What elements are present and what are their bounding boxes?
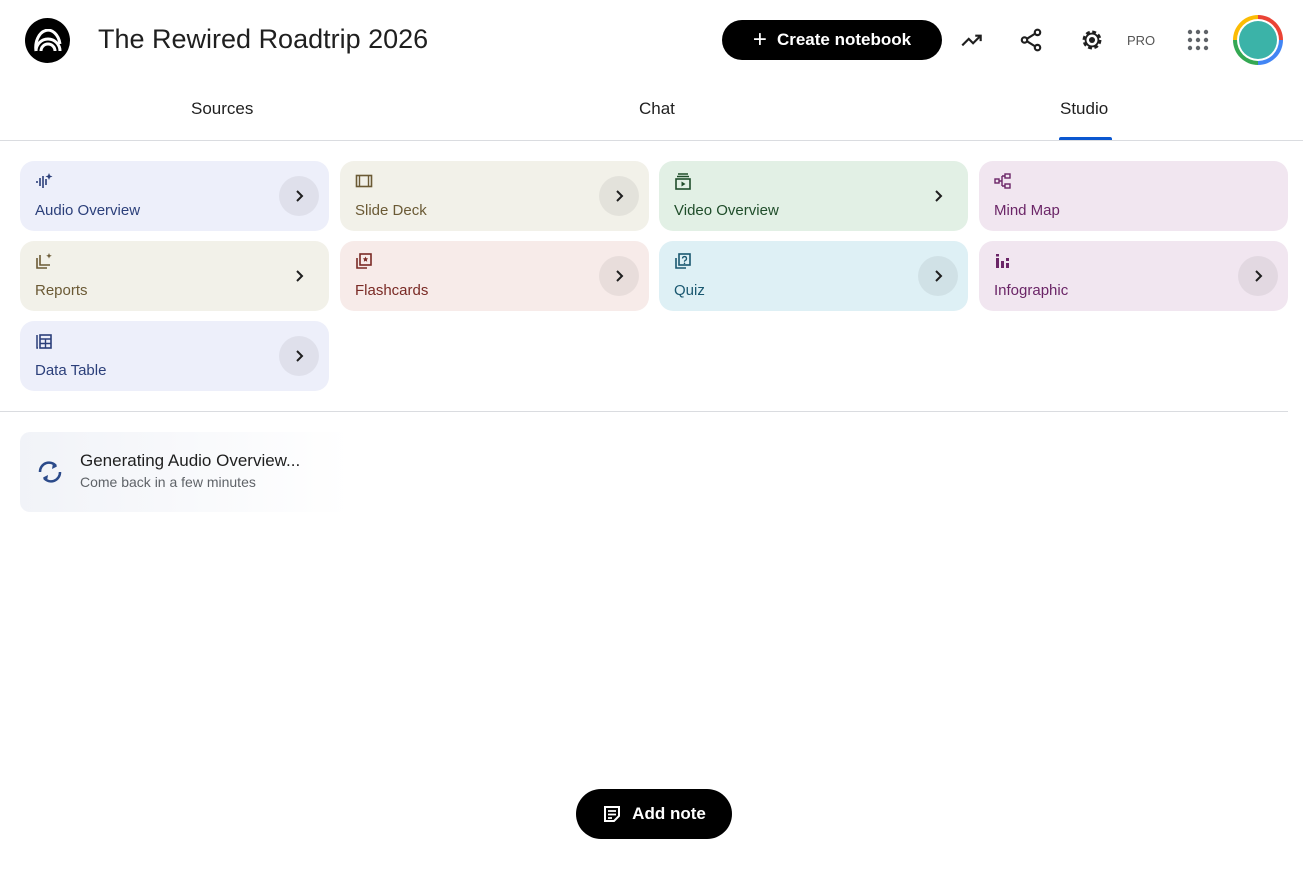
- flashcards-icon: [356, 253, 372, 269]
- section-divider: [0, 411, 1288, 412]
- add-note-button[interactable]: Add note: [576, 789, 732, 839]
- share-button[interactable]: [1015, 24, 1047, 56]
- table-icon: [36, 334, 52, 349]
- pro-badge: PRO: [1127, 33, 1156, 48]
- chevron-right-icon[interactable]: [918, 176, 958, 216]
- studio-card-infographic[interactable]: Infographic: [979, 241, 1288, 311]
- reports-icon: [36, 253, 52, 269]
- studio-card-reports[interactable]: Reports: [20, 241, 329, 311]
- mind-map-icon: [994, 173, 1011, 189]
- notebook-title[interactable]: The Rewired Roadtrip 2026: [98, 24, 429, 54]
- card-label: Infographic: [994, 282, 1069, 299]
- studio-card-slide-deck[interactable]: Slide Deck: [340, 161, 649, 231]
- plus-icon: +: [752, 26, 767, 53]
- studio-card-quiz[interactable]: Quiz: [659, 241, 968, 311]
- infographic-icon: [996, 254, 1009, 268]
- card-label: Video Overview: [674, 202, 779, 219]
- video-icon: [675, 173, 691, 190]
- audio-sparkle-icon: [36, 173, 53, 188]
- account-avatar[interactable]: [1233, 15, 1283, 65]
- slides-icon: [355, 174, 373, 188]
- card-label: Data Table: [35, 362, 107, 379]
- chevron-right-icon[interactable]: [279, 336, 319, 376]
- sync-icon: [38, 461, 62, 483]
- generating-subtitle: Come back in a few minutes: [80, 474, 256, 490]
- generating-title: Generating Audio Overview...: [80, 451, 301, 470]
- chevron-right-icon[interactable]: [1238, 256, 1278, 296]
- settings-button[interactable]: [1076, 24, 1108, 56]
- apps-button[interactable]: [1182, 24, 1214, 56]
- card-label: Slide Deck: [355, 202, 427, 219]
- chevron-right-icon[interactable]: [599, 256, 639, 296]
- tab-studio[interactable]: Studio: [1060, 99, 1109, 118]
- studio-card-data-table[interactable]: Data Table: [20, 321, 329, 391]
- card-label: Flashcards: [355, 282, 429, 299]
- create-notebook-button[interactable]: + Create notebook: [722, 20, 942, 60]
- studio-card-mind-map[interactable]: Mind Map: [979, 161, 1288, 231]
- chevron-right-icon[interactable]: [279, 176, 319, 216]
- tab-sources[interactable]: Sources: [191, 99, 254, 118]
- quiz-icon: [675, 253, 691, 269]
- share-icon: [1020, 28, 1042, 52]
- card-label: Reports: [35, 282, 88, 299]
- studio-card-flashcards[interactable]: Flashcards: [340, 241, 649, 311]
- apps-grid-icon: [1187, 29, 1209, 51]
- card-label: Mind Map: [994, 202, 1060, 219]
- gear-icon: [1082, 30, 1102, 50]
- notebooklm-logo[interactable]: [25, 18, 70, 63]
- studio-card-video-overview[interactable]: Video Overview: [659, 161, 968, 231]
- chevron-right-icon[interactable]: [599, 176, 639, 216]
- tab-divider: [0, 140, 1303, 141]
- active-tab-indicator: [1059, 137, 1112, 140]
- analytics-button[interactable]: [956, 24, 988, 56]
- chevron-right-icon[interactable]: [918, 256, 958, 296]
- chevron-right-icon[interactable]: [279, 256, 319, 296]
- card-label: Audio Overview: [35, 202, 141, 219]
- generating-audio-item: Generating Audio Overview... Come back i…: [20, 432, 350, 512]
- note-icon: [604, 806, 621, 822]
- card-label: Quiz: [674, 282, 705, 299]
- tab-chat[interactable]: Chat: [639, 99, 675, 118]
- trending-up-icon: [961, 34, 982, 47]
- studio-card-audio-overview[interactable]: Audio Overview: [20, 161, 329, 231]
